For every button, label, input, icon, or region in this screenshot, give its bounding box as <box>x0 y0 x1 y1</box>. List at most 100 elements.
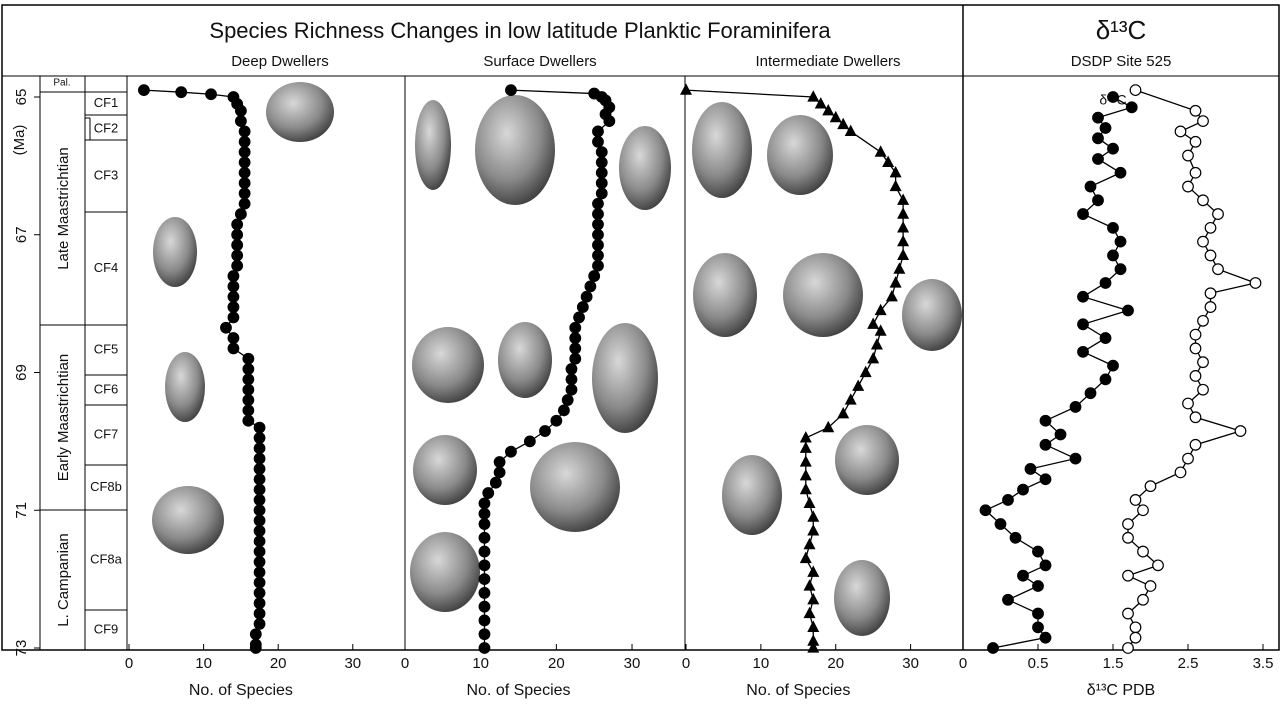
x-tick-label: 1.5 <box>1103 655 1124 672</box>
data-point <box>867 351 880 364</box>
data-point <box>478 642 491 654</box>
data-point <box>799 441 812 453</box>
data-point <box>1032 545 1044 558</box>
data-point <box>1069 452 1082 465</box>
x-tick-label: 0 <box>125 655 133 672</box>
data-point <box>799 431 812 443</box>
data-point <box>550 414 563 427</box>
data-point <box>227 342 240 355</box>
data-point <box>569 342 582 355</box>
stage-label: Early Maastrichtian <box>55 354 72 482</box>
data-point <box>1099 373 1112 386</box>
x-axis-label: δ¹³C PDB <box>1087 682 1155 699</box>
data-point <box>592 249 604 262</box>
foram-image <box>693 253 757 337</box>
data-point <box>253 463 266 475</box>
data-point <box>478 531 491 544</box>
x-axis-label: No. of Species <box>466 682 570 699</box>
data-point <box>1129 621 1142 634</box>
data-point <box>249 642 262 654</box>
data-point <box>807 620 820 632</box>
x-tick-label: 30 <box>902 655 919 672</box>
data-point <box>592 239 604 251</box>
data-point <box>897 207 910 219</box>
data-point <box>1189 104 1202 117</box>
data-point <box>489 476 502 489</box>
data-point <box>822 420 835 433</box>
data-point <box>1189 328 1202 341</box>
data-point <box>1084 180 1097 193</box>
data-point <box>253 504 266 517</box>
data-line <box>685 89 904 648</box>
data-point <box>595 156 608 169</box>
data-point <box>1039 414 1052 427</box>
data-point <box>837 117 850 130</box>
foram-image <box>530 442 620 532</box>
data-point <box>803 537 816 550</box>
foram-image <box>266 82 334 142</box>
data-point <box>505 445 517 458</box>
data-point <box>1189 438 1202 451</box>
data-point <box>569 321 582 334</box>
x-tick-label: 20 <box>827 655 844 672</box>
data-point <box>889 165 902 178</box>
data-point <box>478 614 491 627</box>
data-point <box>1204 287 1217 300</box>
data-point <box>592 218 604 231</box>
zone-label: CF7 <box>94 426 119 441</box>
data-point <box>569 332 582 344</box>
data-point <box>1039 438 1052 451</box>
data-point <box>539 425 551 437</box>
x-tick-label: 3.5 <box>1253 655 1274 672</box>
data-point <box>493 456 506 468</box>
data-point <box>238 177 251 189</box>
x-tick-label: 10 <box>195 655 212 672</box>
panel-subtitle: DSDP Site 525 <box>1071 53 1172 70</box>
data-point <box>1092 153 1104 165</box>
data-point <box>1039 473 1052 486</box>
data-point <box>1039 559 1052 572</box>
data-point <box>1129 494 1142 506</box>
data-point <box>569 352 582 365</box>
data-point <box>1099 332 1112 344</box>
data-point <box>523 435 536 448</box>
data-point <box>1234 425 1247 437</box>
data-point <box>1197 115 1209 128</box>
data-point <box>253 607 266 620</box>
data-point <box>592 228 604 241</box>
data-point <box>837 407 850 419</box>
data-point <box>1182 180 1194 193</box>
x-tick-label: 30 <box>344 655 361 672</box>
data-point <box>227 301 240 313</box>
data-point <box>482 487 495 499</box>
data-point <box>1204 301 1217 313</box>
data-point <box>231 249 244 262</box>
foram-image <box>692 102 752 198</box>
data-point <box>592 197 604 210</box>
data-point <box>1092 132 1104 145</box>
data-point <box>867 317 880 329</box>
data-point <box>893 262 906 274</box>
data-point <box>1054 428 1067 441</box>
data-point <box>874 145 887 157</box>
data-point <box>242 394 255 406</box>
data-point <box>889 276 902 288</box>
data-point <box>885 289 898 302</box>
data-point <box>1189 411 1202 424</box>
data-point <box>1032 607 1044 620</box>
data-point <box>231 228 244 241</box>
data-point <box>1122 569 1134 582</box>
zone-label: CF6 <box>94 381 119 396</box>
data-point <box>234 115 247 128</box>
data-point <box>897 234 910 247</box>
data-point <box>1002 593 1014 606</box>
data-point <box>478 600 491 613</box>
foram-image <box>592 323 658 433</box>
data-point <box>595 177 608 189</box>
data-point <box>1009 531 1022 544</box>
data-point <box>1039 631 1052 644</box>
data-point <box>1197 383 1209 396</box>
data-point <box>573 311 585 324</box>
data-point <box>807 592 820 605</box>
foram-image <box>153 217 197 287</box>
